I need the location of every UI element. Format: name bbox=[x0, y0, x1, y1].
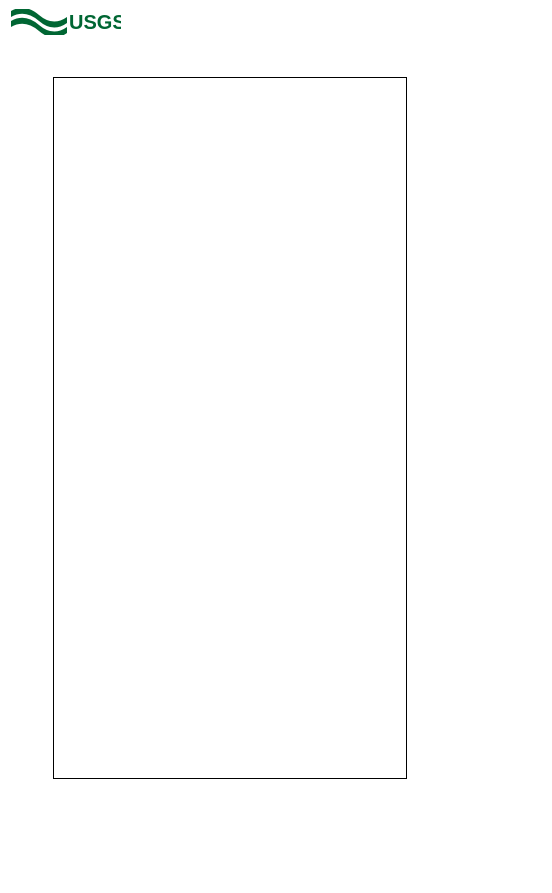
spectrogram-canvas bbox=[53, 77, 407, 779]
left-timezone bbox=[17, 55, 33, 71]
seismogram-canvas bbox=[460, 77, 550, 777]
plot-area bbox=[5, 77, 552, 817]
svg-text:USGS: USGS bbox=[69, 12, 121, 34]
usgs-logo: USGS bbox=[11, 9, 552, 35]
plot-header bbox=[5, 39, 552, 73]
